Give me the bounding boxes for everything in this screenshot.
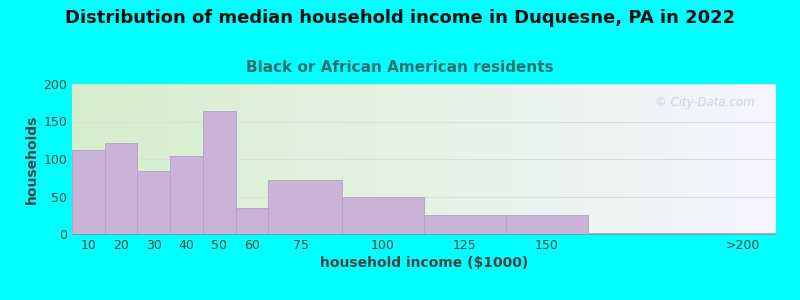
Text: © City-Data.com: © City-Data.com: [655, 96, 755, 109]
X-axis label: household income ($1000): household income ($1000): [320, 256, 528, 270]
Bar: [138, 171, 170, 234]
Bar: [203, 111, 236, 234]
Text: Black or African American residents: Black or African American residents: [246, 60, 554, 75]
Bar: [424, 214, 506, 234]
Bar: [105, 142, 138, 234]
Y-axis label: households: households: [25, 114, 39, 204]
Bar: [269, 180, 342, 234]
Bar: [342, 196, 424, 234]
Bar: [170, 156, 203, 234]
Bar: [72, 150, 105, 234]
Bar: [506, 215, 588, 234]
Bar: [588, 232, 776, 234]
Text: Distribution of median household income in Duquesne, PA in 2022: Distribution of median household income …: [65, 9, 735, 27]
Bar: [236, 208, 269, 234]
